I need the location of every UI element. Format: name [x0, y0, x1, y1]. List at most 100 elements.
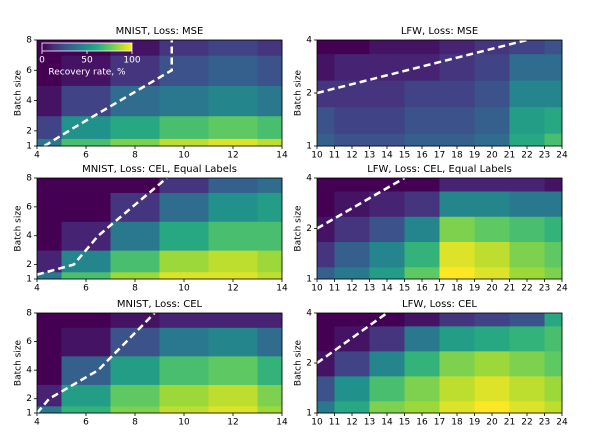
heatmap-cell [61, 55, 111, 86]
x-tick-label: 16 [416, 284, 428, 294]
heatmap-cell [334, 53, 370, 81]
y-axis-label: Batch size [294, 339, 304, 386]
heatmap-cell [544, 375, 563, 402]
heatmap-cell [474, 325, 510, 352]
x-tick-label: 8 [132, 284, 138, 294]
heatmap-cell [257, 405, 283, 414]
heatmap-cell [334, 375, 370, 402]
heatmap-cell [110, 271, 160, 280]
heatmap-cell [474, 106, 510, 134]
heatmap-cell [334, 133, 370, 147]
heatmap-cell [257, 384, 283, 407]
heatmap-cell [474, 80, 510, 108]
heatmap-cell [37, 271, 62, 280]
heatmap-cell [509, 241, 545, 268]
heatmap-cell [544, 40, 563, 55]
y-tick-label: 1 [26, 275, 32, 285]
heatmap-cell [208, 221, 258, 251]
heatmap-cell [317, 350, 335, 377]
heatmap-cell [61, 313, 111, 328]
heatmap-cell [544, 53, 563, 81]
x-tick-label: 22 [521, 151, 532, 161]
x-tick-label: 18 [451, 284, 463, 294]
heatmap-cell [439, 133, 475, 147]
x-tick-label: 14 [276, 284, 288, 294]
heatmap-cell [509, 266, 545, 280]
heatmap-cell [37, 355, 62, 385]
heatmap-cell [37, 178, 62, 193]
x-tick-label: 4 [34, 284, 40, 294]
heatmap-cell [257, 355, 283, 385]
chart-title: LFW, Loss: MSE [401, 26, 478, 37]
heatmap-cell [208, 250, 258, 273]
heatmap-cell [439, 190, 475, 217]
x-tick-label: 24 [556, 418, 568, 428]
heatmap-cell [544, 313, 563, 327]
heatmap-cell [404, 53, 440, 81]
heatmap-cell [159, 178, 209, 193]
heatmap-cell [257, 192, 283, 222]
heatmap-cell [404, 266, 440, 280]
x-tick-label: 14 [276, 418, 288, 428]
x-tick-label: 10 [178, 418, 190, 428]
heatmap-cell [404, 375, 440, 402]
heatmap-cell [404, 80, 440, 108]
y-axis-label: Batch size [294, 205, 304, 252]
heatmap-cell [159, 192, 209, 222]
heatmap-cell [208, 271, 258, 280]
heatmap-cell [334, 178, 370, 192]
heatmap [317, 313, 563, 414]
heatmap-cell [61, 271, 111, 280]
heatmap-cell [257, 115, 283, 139]
heatmap-cell [317, 178, 335, 192]
x-tick-label: 18 [451, 151, 463, 161]
heatmap-cell [159, 250, 209, 273]
y-tick-label: 2 [26, 394, 32, 404]
x-tick-label: 4 [34, 418, 40, 428]
heatmap-cell [317, 133, 335, 147]
y-axis-label: Batch size [14, 69, 24, 116]
x-tick-label: 12 [227, 418, 238, 428]
heatmap-cell [37, 405, 62, 414]
y-tick-label: 4 [26, 231, 32, 241]
heatmap-cell [509, 313, 545, 327]
heatmap-cell [474, 178, 510, 192]
heatmap-cell [509, 216, 545, 242]
heatmap-cell [61, 384, 111, 407]
heatmap-cell [369, 325, 405, 352]
heatmap-cell [257, 250, 283, 273]
heatmap-cell [159, 313, 209, 328]
x-tick-label: 15 [399, 151, 410, 161]
y-tick-label: 2 [306, 224, 312, 234]
heatmap-cell [257, 55, 283, 86]
x-tick-label: 14 [381, 151, 393, 161]
heatmap-cell [369, 178, 405, 192]
x-tick-label: 23 [539, 418, 550, 428]
heatmap-cell [509, 190, 545, 217]
heatmap-cell [159, 55, 209, 86]
heatmap-cell [61, 192, 111, 222]
heatmap-cell [544, 266, 563, 280]
x-tick-label: 20 [486, 418, 498, 428]
x-tick-label: 12 [346, 418, 357, 428]
x-tick-label: 23 [539, 284, 550, 294]
heatmap-cell [257, 313, 283, 328]
heatmap-cell [61, 405, 111, 414]
heatmap-cell [257, 40, 283, 56]
boundary-line [36, 177, 168, 276]
boundary-line [316, 38, 528, 95]
x-tick-label: 10 [311, 418, 323, 428]
heatmap-cell [509, 133, 545, 147]
heatmap-cell [474, 400, 510, 414]
heatmap-cell [110, 85, 160, 117]
x-tick-label: 10 [178, 151, 190, 161]
boundary-line [316, 176, 406, 230]
y-tick-label: 1 [306, 142, 312, 152]
heatmap-cell [334, 266, 370, 280]
heatmap-cell [404, 40, 440, 55]
heatmap-cell [544, 325, 563, 352]
heatmap-cell [369, 216, 405, 242]
y-tick-label: 1 [306, 275, 312, 285]
y-tick-label: 6 [26, 66, 32, 76]
